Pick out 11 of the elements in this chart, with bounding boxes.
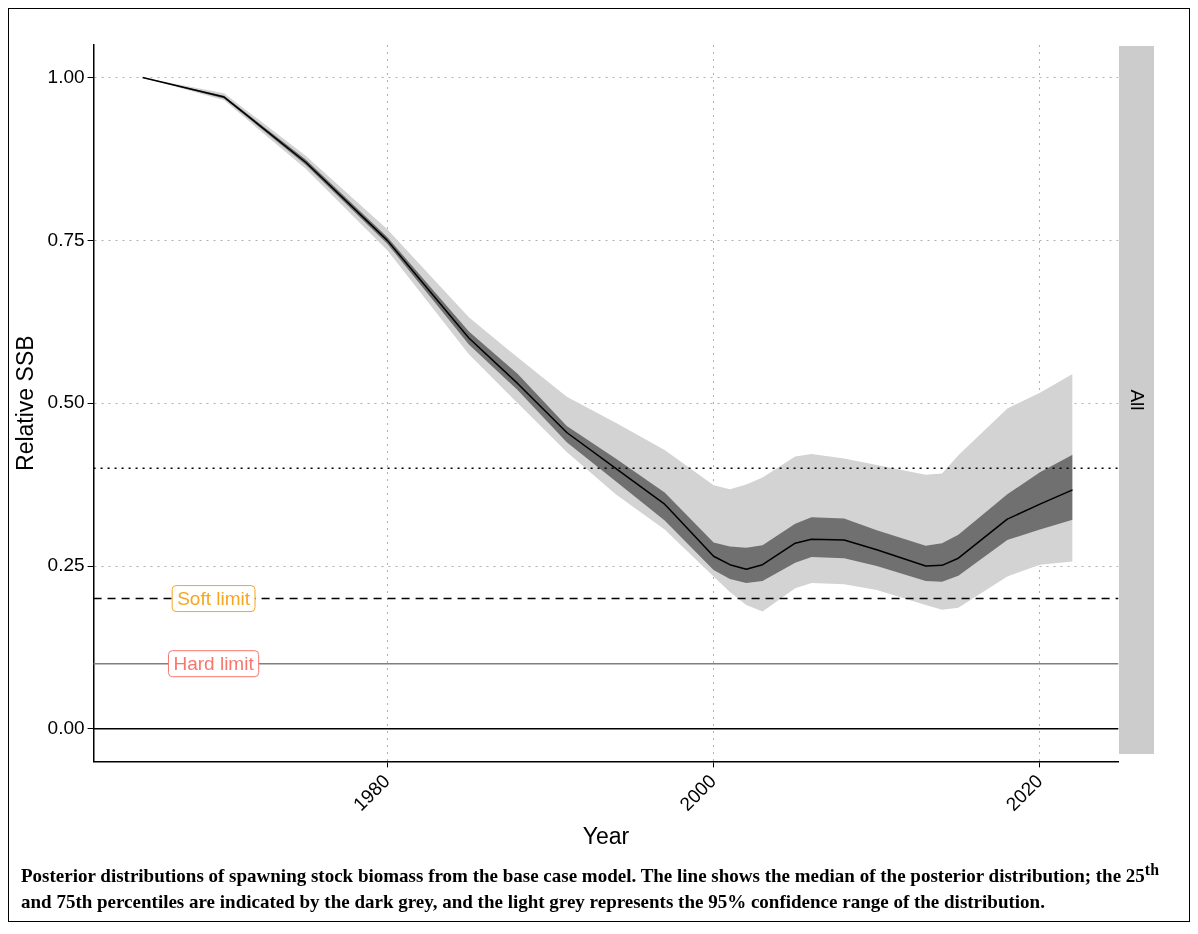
y-tick-label: 1.00 <box>47 65 85 87</box>
ref-line-label: Hard limit <box>173 652 255 674</box>
text: Posterior distributions of spawning stock biomass from the base case model. The line shows the median of the posterior distribution; the 25$^{th}$ and 75th percentiles are indicated by the dark grey, and the light grey represents the 95% confidence range of the distribution. <box>21 861 1159 913</box>
ref-line-label: Soft limit <box>177 587 251 609</box>
x-axis-title: Year <box>582 822 630 849</box>
y-axis-title: Relative SSB <box>12 335 39 471</box>
y-tick-label: 0.25 <box>47 554 85 576</box>
text: All <box>1125 389 1148 411</box>
y-tick-label: 0.00 <box>47 717 85 739</box>
y-tick-label: 0.75 <box>47 228 85 250</box>
y-tick-label: 0.50 <box>47 391 85 413</box>
